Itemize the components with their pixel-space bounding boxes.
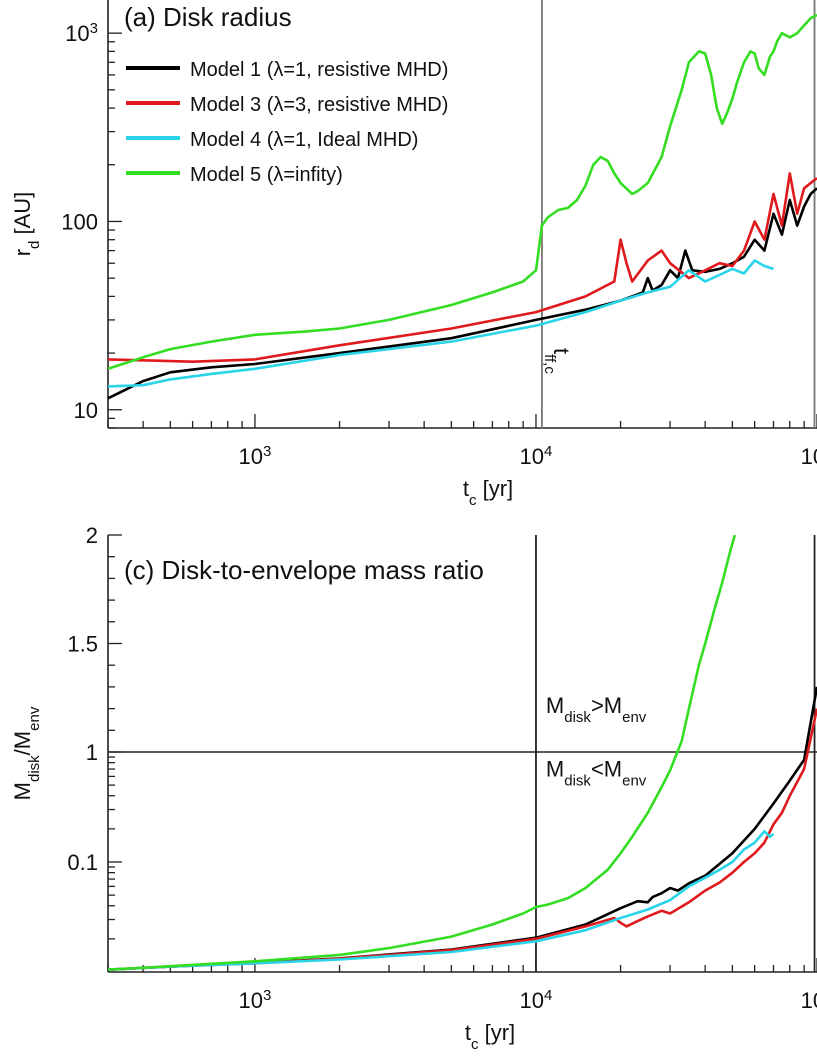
x-tick-base: 10	[801, 988, 817, 1013]
annotation-main: M	[546, 756, 564, 781]
y-axis-title-main: r	[10, 249, 35, 256]
panel-c-mass-ratio: 1031041050.111.52(c) Disk-to-envelope ma…	[10, 523, 817, 1053]
panel-a-disk-radius: 10310410510100103tff,c(a) Disk radiustc …	[10, 0, 817, 509]
x-tick-base: 10	[239, 988, 263, 1013]
series-line	[108, 13, 817, 371]
y-tick-label: 100	[61, 209, 98, 234]
annotation-sub2: env	[622, 772, 647, 789]
series-line	[108, 187, 817, 400]
x-tick-label: 105	[801, 443, 817, 470]
x-tick-exp: 3	[263, 443, 271, 460]
panel-title-text: (c) Disk-to-envelope mass ratio	[124, 555, 484, 585]
x-axis-title-main: t	[463, 476, 469, 501]
panel-title: (c) Disk-to-envelope mass ratio	[124, 555, 484, 585]
y-tick-label: 103	[65, 20, 98, 47]
legend-label: Model 4 (λ=1, Ideal MHD)	[190, 129, 418, 151]
legend-label-text: Model 1 (λ=1, resistive MHD)	[190, 59, 448, 81]
y-tick-text: 10	[74, 398, 98, 423]
y-tick-text: 1.5	[67, 632, 98, 657]
series-line	[108, 259, 774, 388]
vline-label-sub: ff,c	[541, 354, 558, 374]
legend-label-text: Model 3 (λ=3, resistive MHD)	[190, 94, 448, 116]
x-tick-exp: 4	[544, 987, 552, 1004]
series-group	[108, 13, 817, 400]
series-line	[108, 172, 817, 364]
x-axis-title: tc [yr]	[463, 476, 513, 509]
x-axis-title-main: t	[465, 1020, 471, 1045]
y-tick-label: 0.1	[67, 850, 98, 875]
annotation-sub2: env	[622, 708, 647, 725]
x-tick-label: 103	[239, 443, 272, 470]
x-tick-label: 104	[520, 987, 553, 1014]
y-axis-title-sub: disk	[26, 755, 43, 782]
annotation-sub: disk	[564, 772, 591, 789]
x-tick-exp: 3	[263, 987, 271, 1004]
y-tick-label: 2	[86, 523, 98, 548]
x-axis-title: tc [yr]	[465, 1020, 515, 1053]
x-axis-title-sub: c	[469, 492, 477, 509]
y-tick-exp: 3	[90, 20, 98, 37]
x-tick-base: 10	[239, 444, 263, 469]
x-tick-label: 105	[801, 987, 817, 1014]
y-tick-label: 1.5	[67, 632, 98, 657]
y-axis-title: rd [AU]	[10, 192, 43, 257]
legend: Model 1 (λ=1, resistive MHD) Model 3 (λ=3…	[126, 59, 448, 186]
x-axis-title-sub: c	[471, 1036, 479, 1053]
vline-label-main: t	[549, 348, 574, 354]
y-axis-title-unit: [AU]	[10, 192, 35, 241]
annotation: Mdisk>Menv	[546, 693, 647, 726]
y-tick-text: 100	[61, 209, 98, 234]
x-tick-label: 103	[239, 987, 272, 1014]
vline-label: tff,c	[541, 348, 574, 374]
x-tick-exp: 4	[544, 443, 552, 460]
series-line	[108, 829, 775, 971]
legend-label: Model 3 (λ=3, resistive MHD)	[190, 94, 448, 116]
y-axis-title-sub: d	[26, 241, 43, 249]
panel-title: (a) Disk radius	[124, 2, 292, 32]
legend-label: Model 1 (λ=1, resistive MHD)	[190, 59, 448, 81]
y-tick-text: 10	[65, 21, 89, 46]
x-tick-base: 10	[520, 988, 544, 1013]
series-line	[108, 708, 817, 971]
series-line	[108, 686, 817, 971]
y-tick-text: 2	[86, 523, 98, 548]
y-axis-title-mid: /M	[10, 731, 35, 755]
y-axis-title-sub2: env	[26, 706, 43, 731]
series-line	[108, 535, 737, 971]
x-tick-base: 10	[801, 444, 817, 469]
legend-label-text: Model 4 (λ=1, Ideal MHD)	[190, 129, 418, 151]
x-axis-title-unit: [yr]	[478, 1020, 515, 1045]
annotation: Mdisk<Menv	[546, 756, 647, 789]
y-axis-title: Mdisk/Menv	[10, 706, 43, 800]
annotation-sub: disk	[564, 708, 591, 725]
y-tick-label: 10	[74, 398, 98, 423]
y-tick-text: 1	[86, 740, 98, 765]
x-tick-base: 10	[520, 444, 544, 469]
annotation-main2: <M	[591, 756, 622, 781]
y-axis-title-main: M	[10, 782, 35, 800]
annotation-main: M	[546, 693, 564, 718]
legend-label-text: Model 5 (λ=infity)	[190, 164, 343, 186]
legend-label: Model 5 (λ=infity)	[190, 164, 343, 186]
series-group	[108, 535, 817, 971]
y-tick-label: 1	[86, 740, 98, 765]
y-tick-text: 0.1	[67, 850, 98, 875]
x-axis-title-unit: [yr]	[476, 476, 513, 501]
x-tick-label: 104	[520, 443, 553, 470]
annotation-main2: >M	[591, 693, 622, 718]
panel-title-text: (a) Disk radius	[124, 2, 292, 32]
